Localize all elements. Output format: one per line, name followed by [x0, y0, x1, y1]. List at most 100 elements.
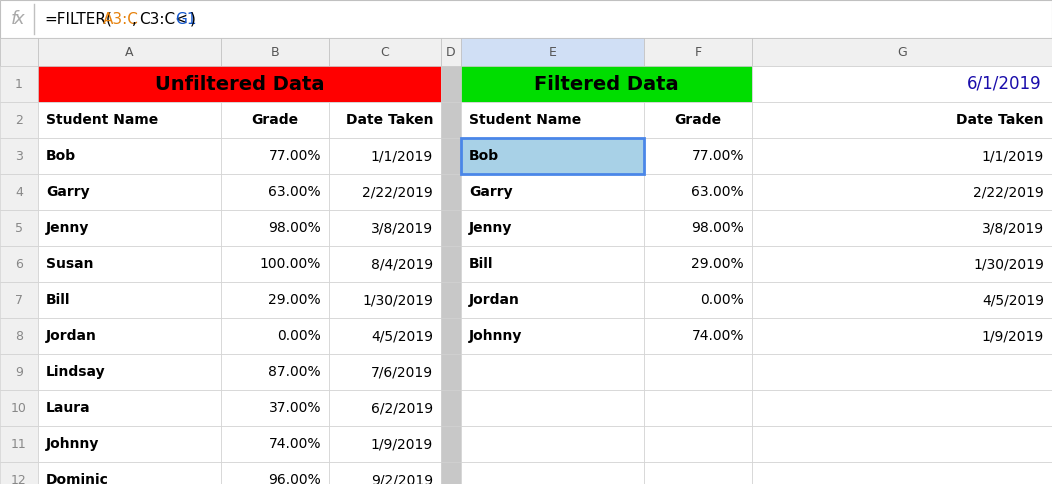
Bar [441, 282, 461, 318]
Bar [329, 138, 441, 174]
Bar [441, 102, 461, 138]
Text: Filtered Data: Filtered Data [534, 75, 679, 93]
Text: 9: 9 [15, 365, 23, 378]
Bar [38, 102, 221, 138]
Bar [38, 318, 221, 354]
Bar [461, 210, 644, 246]
Bar [38, 38, 221, 66]
Text: 29.00%: 29.00% [691, 257, 744, 271]
Bar [461, 138, 644, 174]
Bar [752, 38, 1052, 66]
Text: 0.00%: 0.00% [701, 293, 744, 307]
Bar [329, 210, 441, 246]
Text: ,: , [132, 12, 137, 27]
Bar [441, 354, 461, 390]
Text: Johnny: Johnny [46, 437, 99, 451]
Text: Bill: Bill [469, 257, 493, 271]
Text: B: B [270, 45, 280, 59]
Bar [38, 138, 221, 174]
Bar [752, 210, 1052, 246]
Bar [38, 354, 221, 390]
Bar [0, 138, 38, 174]
Bar [644, 354, 752, 390]
Bar [0, 426, 38, 462]
Bar [752, 246, 1052, 282]
Bar [752, 462, 1052, 484]
Text: Jenny: Jenny [469, 221, 512, 235]
Text: =FILTER(: =FILTER( [44, 12, 112, 27]
Bar [644, 318, 752, 354]
Bar [329, 246, 441, 282]
Text: 1/30/2019: 1/30/2019 [362, 293, 433, 307]
Bar [221, 174, 329, 210]
Bar [0, 38, 38, 66]
Text: Johnny: Johnny [469, 329, 523, 343]
Text: 6: 6 [15, 257, 23, 271]
Bar [644, 210, 752, 246]
Bar [441, 426, 461, 462]
Text: C3:C<: C3:C< [139, 12, 187, 27]
Text: 96.00%: 96.00% [268, 473, 321, 484]
Bar [441, 390, 461, 426]
Text: 1/1/2019: 1/1/2019 [370, 149, 433, 163]
Bar [38, 426, 221, 462]
Bar [0, 354, 38, 390]
Bar [752, 354, 1052, 390]
Text: Grade: Grade [251, 113, 299, 127]
Bar [752, 318, 1052, 354]
Bar [461, 462, 644, 484]
Bar [644, 38, 752, 66]
Bar [0, 462, 38, 484]
Text: 29.00%: 29.00% [268, 293, 321, 307]
Text: Bob: Bob [46, 149, 76, 163]
Text: Laura: Laura [46, 401, 90, 415]
Text: 11: 11 [12, 438, 27, 451]
Text: 8: 8 [15, 330, 23, 343]
Text: 9/2/2019: 9/2/2019 [371, 473, 433, 484]
Text: 12: 12 [12, 473, 27, 484]
Text: 98.00%: 98.00% [691, 221, 744, 235]
Text: 98.00%: 98.00% [268, 221, 321, 235]
Bar [38, 66, 441, 102]
Bar [644, 462, 752, 484]
Text: 77.00%: 77.00% [268, 149, 321, 163]
Bar [461, 390, 644, 426]
Text: 37.00%: 37.00% [268, 401, 321, 415]
Bar [329, 174, 441, 210]
Text: 0.00%: 0.00% [278, 329, 321, 343]
Bar [329, 354, 441, 390]
Text: Bob: Bob [469, 149, 499, 163]
Bar [38, 282, 221, 318]
Text: 2/22/2019: 2/22/2019 [362, 185, 433, 199]
Bar [221, 246, 329, 282]
Bar [461, 174, 644, 210]
Text: Date Taken: Date Taken [345, 113, 433, 127]
Text: Garry: Garry [469, 185, 512, 199]
Text: G: G [897, 45, 907, 59]
Bar [441, 138, 461, 174]
Text: 3/8/2019: 3/8/2019 [982, 221, 1044, 235]
Bar [461, 246, 644, 282]
Text: Jenny: Jenny [46, 221, 89, 235]
Text: Susan: Susan [46, 257, 94, 271]
Text: 4/5/2019: 4/5/2019 [371, 329, 433, 343]
Bar [644, 138, 752, 174]
Bar [38, 174, 221, 210]
Text: Jordan: Jordan [46, 329, 97, 343]
Bar [461, 318, 644, 354]
Text: 8/4/2019: 8/4/2019 [371, 257, 433, 271]
Bar [441, 210, 461, 246]
Text: 10: 10 [12, 402, 27, 414]
Text: 1: 1 [15, 77, 23, 91]
Bar [461, 138, 644, 174]
Bar [441, 318, 461, 354]
Text: Date Taken: Date Taken [956, 113, 1044, 127]
Bar [329, 38, 441, 66]
Bar [0, 318, 38, 354]
Text: 1/9/2019: 1/9/2019 [370, 437, 433, 451]
Bar [644, 282, 752, 318]
Text: Unfiltered Data: Unfiltered Data [155, 75, 324, 93]
Bar [221, 426, 329, 462]
Text: Garry: Garry [46, 185, 89, 199]
Bar [461, 66, 752, 102]
